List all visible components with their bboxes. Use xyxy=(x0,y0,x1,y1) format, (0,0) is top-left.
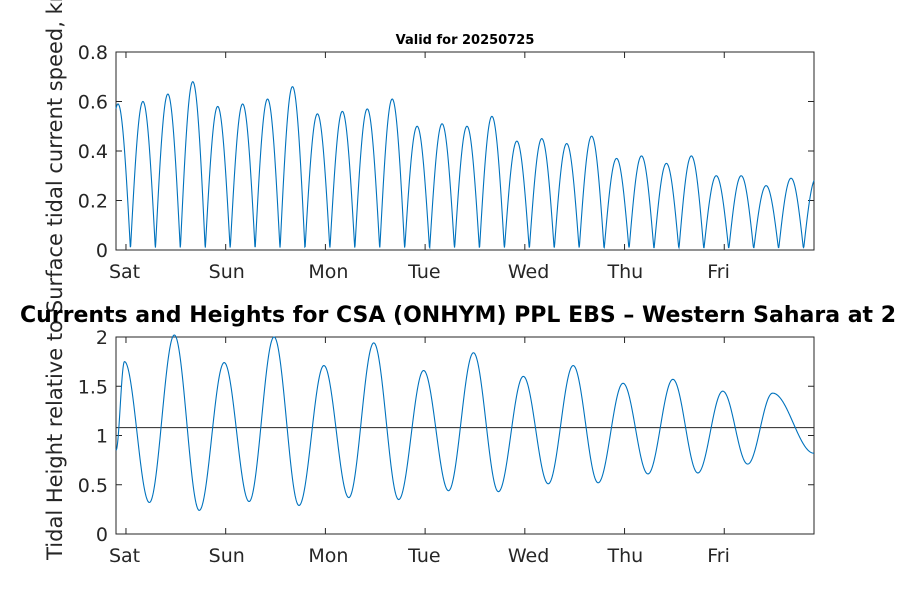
current-x-ticks: Sat Sun Mon Tue Wed Thu Fri xyxy=(109,52,730,283)
current-plot-area xyxy=(115,51,815,251)
height-x-tick-label: Sun xyxy=(209,545,245,567)
height-y-tick-label: 0.5 xyxy=(78,475,108,497)
height-x-tick-label: Mon xyxy=(308,545,348,567)
height-y-tick-label: 2 xyxy=(96,327,108,349)
height-y-tick-label: 0 xyxy=(96,524,108,546)
current-y-tick-label: 0.2 xyxy=(78,191,108,213)
current-y-ticks: 0 0.2 0.4 0.6 0.8 xyxy=(78,42,814,262)
current-y-tick-label: 0.6 xyxy=(78,92,108,114)
current-x-tick-label: Tue xyxy=(407,261,440,283)
height-x-tick-label: Thu xyxy=(607,545,644,567)
current-x-tick-label: Sun xyxy=(209,261,245,283)
height-x-tick-label: Tue xyxy=(407,545,440,567)
height-y-axis-label: Tidal Height relative to xyxy=(43,320,67,561)
current-speed-line xyxy=(115,81,815,250)
tidal-height-line xyxy=(115,334,815,511)
height-y-tick-label: 1.5 xyxy=(78,376,108,398)
current-y-axis-label: Surface tidal current speed, kn xyxy=(43,0,67,313)
height-chart-title: Currents and Heights for CSA (ONHYM) PPL… xyxy=(20,303,896,328)
current-chart-title: Valid for 20250725 xyxy=(396,33,535,48)
height-x-ticks: Sat Sun Mon Tue Wed Thu Fri xyxy=(109,337,730,567)
current-x-tick-label: Wed xyxy=(508,261,549,283)
current-x-tick-label: Sat xyxy=(109,261,140,283)
current-y-tick-label: 0.8 xyxy=(78,42,108,64)
height-plot-area xyxy=(115,336,815,535)
height-x-tick-label: Wed xyxy=(508,545,549,567)
current-y-tick-label: 0.4 xyxy=(78,141,108,163)
current-y-tick-label: 0 xyxy=(96,240,108,262)
height-x-tick-label: Fri xyxy=(707,545,730,567)
current-speed-chart: Valid for 20250725 0 0.2 0.4 0.6 0.8 Sat Sun M… xyxy=(43,0,815,313)
height-y-ticks: 0 0.5 1 1.5 2 xyxy=(78,327,814,546)
current-x-tick-label: Fri xyxy=(707,261,730,283)
height-y-tick-label: 1 xyxy=(96,426,108,448)
tidal-height-chart: 0 0.5 1 1.5 2 Sat Sun Mon Tue Wed Thu Fri Tidal He… xyxy=(20,303,896,567)
height-x-tick-label: Sat xyxy=(109,545,140,567)
current-x-tick-label: Mon xyxy=(308,261,348,283)
current-x-tick-label: Thu xyxy=(607,261,644,283)
